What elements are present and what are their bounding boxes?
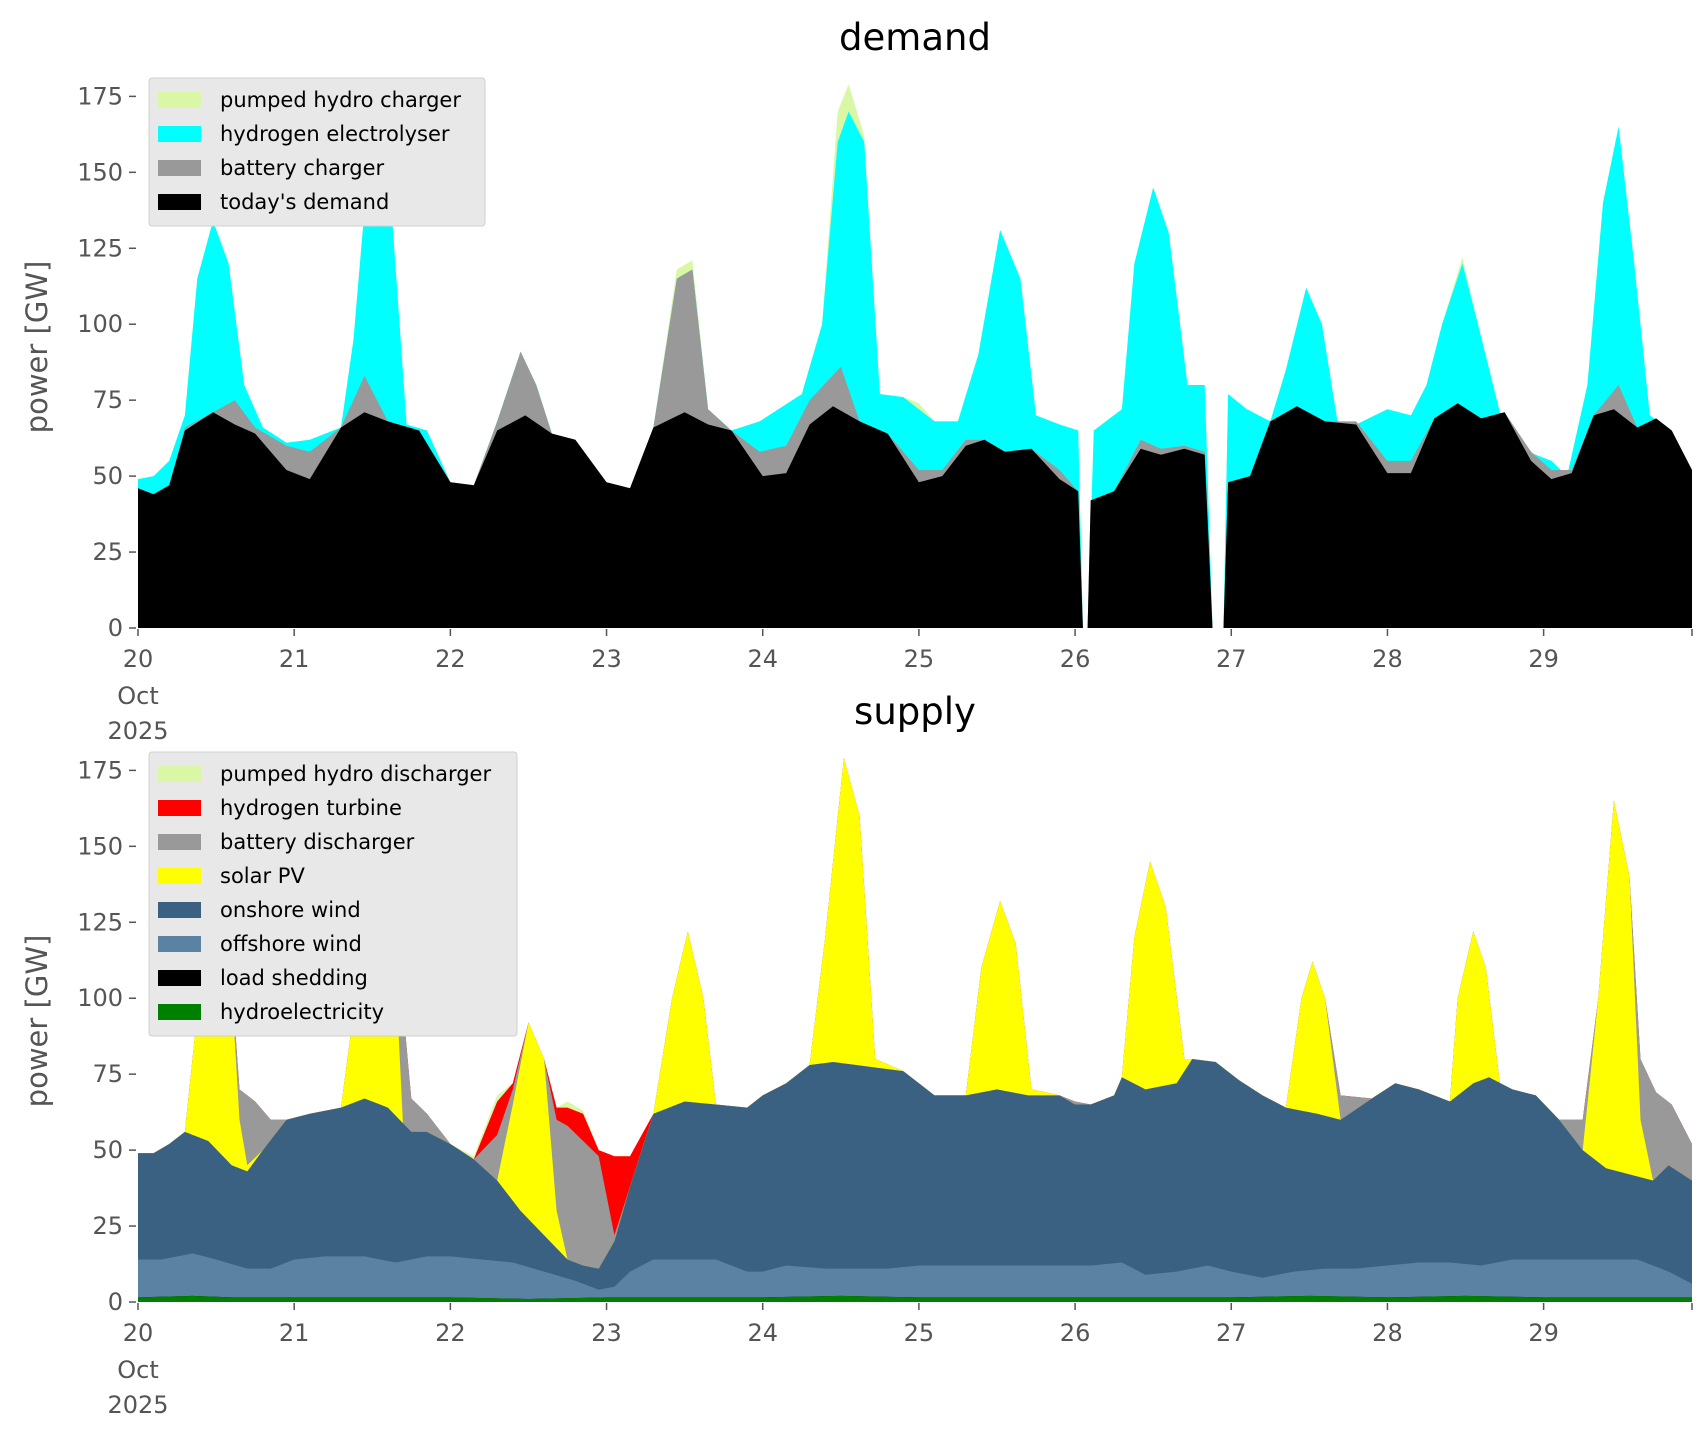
demand-y-axis-label: power [GW] <box>20 261 54 434</box>
supply-legend-label-solar-pv: solar PV <box>220 864 305 888</box>
demand-legend: pumped hydro charger hydrogen electrolyse… <box>148 77 486 227</box>
supply-x-tick-label: 20 <box>123 1319 154 1347</box>
demand-x-tick-label: 21 <box>279 645 310 673</box>
demand-x-tick-label: 24 <box>747 645 778 673</box>
demand-legend-swatch-today-s-demand <box>158 194 201 210</box>
demand-title: demand <box>839 16 991 59</box>
supply-y-tick-label: 75 <box>92 1060 123 1088</box>
demand-x-tick-label: 29 <box>1528 645 1559 673</box>
demand-legend-box <box>148 77 486 227</box>
demand-x-tick-sublabel: 2025 <box>107 717 168 745</box>
supply-y-tick-label: 50 <box>92 1136 123 1164</box>
supply-y-tick-label: 25 <box>92 1212 123 1240</box>
supply-title: supply <box>854 690 976 733</box>
demand-x-tick-label: 22 <box>435 645 466 673</box>
demand-legend-swatch-hydrogen-electrolyser <box>158 126 201 142</box>
demand-areas <box>138 84 1692 629</box>
supply-area-onshore-wind <box>138 1059 1692 1302</box>
supply-x-tick-label: 21 <box>279 1319 310 1347</box>
supply-y-tick-label: 175 <box>77 756 123 784</box>
supply-legend-label-onshore-wind: onshore wind <box>220 898 361 922</box>
demand-legend-swatch-battery-charger <box>158 160 201 176</box>
demand-x-tick-label: 28 <box>1372 645 1403 673</box>
supply-legend-label-load-shedding: load shedding <box>220 966 368 990</box>
supply-x-tick-label: 25 <box>904 1319 935 1347</box>
demand-legend-label-today-s-demand: today's demand <box>220 190 389 214</box>
supply-legend-swatch-onshore-wind <box>158 902 201 918</box>
supply-legend-swatch-pumped-hydro-discharger <box>158 766 201 782</box>
demand-x-tick-label: 26 <box>1060 645 1091 673</box>
demand-y-tick-label: 75 <box>92 386 123 414</box>
demand-y-tick-label: 100 <box>77 310 123 338</box>
supply-legend-label-offshore-wind: offshore wind <box>220 932 362 956</box>
supply-area-offshore-wind <box>138 1253 1692 1302</box>
demand-y-tick-label: 25 <box>92 538 123 566</box>
supply-legend-label-hydroelectricity: hydroelectricity <box>220 1000 384 1024</box>
demand-x-tick-sublabel: Oct <box>117 682 159 710</box>
demand-legend-label-pumped-hydro-charger: pumped hydro charger <box>220 88 461 112</box>
supply-x-tick-label: 24 <box>747 1319 778 1347</box>
supply-x-tick-label: 23 <box>591 1319 622 1347</box>
supply-y-axis-label: power [GW] <box>20 935 54 1108</box>
demand-y-tick-label: 0 <box>108 614 123 642</box>
demand-x-tick-label: 27 <box>1216 645 1247 673</box>
supply-x-tick-label: 26 <box>1060 1319 1091 1347</box>
supply-x-tick-label: 28 <box>1372 1319 1403 1347</box>
supply-x-tick-label: 29 <box>1528 1319 1559 1347</box>
supply-y-tick-label: 100 <box>77 984 123 1012</box>
demand-area-today-s-demand <box>138 403 1692 628</box>
supply-y-tick-label: 150 <box>77 832 123 860</box>
supply-x-tick-label: 22 <box>435 1319 466 1347</box>
demand-x-tick-label: 20 <box>123 645 154 673</box>
supply-x-tick-sublabel: 2025 <box>107 1391 168 1419</box>
demand-y-tick-label: 150 <box>77 158 123 186</box>
demand-y-tick-label: 175 <box>77 82 123 110</box>
supply-legend-swatch-hydroelectricity <box>158 1004 201 1020</box>
demand-panel: demand power [GW] 0 25 50 75 100 125 150 175 20 Oct… <box>20 16 1693 745</box>
supply-legend-label-pumped-hydro-discharger: pumped hydro discharger <box>220 762 491 786</box>
supply-legend-swatch-solar-pv <box>158 868 201 884</box>
supply-legend-swatch-offshore-wind <box>158 936 201 952</box>
supply-legend-swatch-hydrogen-turbine <box>158 800 201 816</box>
demand-legend-label-battery-charger: battery charger <box>220 156 385 180</box>
supply-panel: supply power [GW] 0 25 50 75 100 125 150 175 20 Oct… <box>20 690 1693 1419</box>
supply-legend-label-hydrogen-turbine: hydrogen turbine <box>220 796 402 820</box>
supply-y-tick-label: 125 <box>77 908 123 936</box>
supply-legend-swatch-load-shedding <box>158 970 201 986</box>
supply-legend-swatch-battery-discharger <box>158 834 201 850</box>
supply-area-hydroelectricity <box>138 1295 1692 1302</box>
demand-y-tick-label: 125 <box>77 234 123 262</box>
demand-x-tick-label: 23 <box>591 645 622 673</box>
demand-legend-label-hydrogen-electrolyser: hydrogen electrolyser <box>220 122 450 146</box>
demand-y-tick-label: 50 <box>92 462 123 490</box>
demand-x-tick-label: 25 <box>904 645 935 673</box>
supply-x-tick-label: 27 <box>1216 1319 1247 1347</box>
supply-legend: pumped hydro discharger hydrogen turbine b… <box>148 751 518 1037</box>
supply-x-tick-sublabel: Oct <box>117 1356 159 1384</box>
supply-legend-label-battery-discharger: battery discharger <box>220 830 415 854</box>
supply-areas <box>138 758 1692 1302</box>
supply-legend-box <box>148 751 518 1037</box>
supply-y-tick-label: 0 <box>108 1288 123 1316</box>
demand-legend-swatch-pumped-hydro-charger <box>158 92 201 108</box>
